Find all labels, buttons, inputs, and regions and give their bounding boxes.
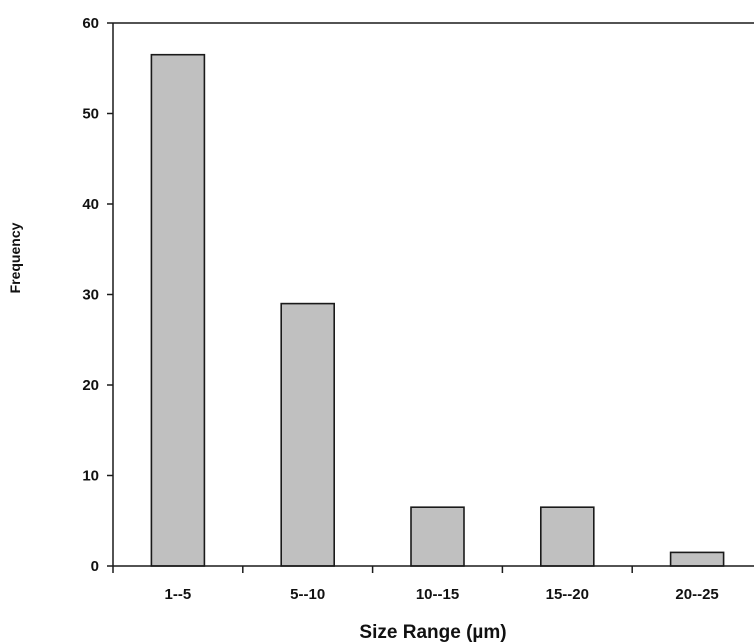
bar-5--10 bbox=[280, 302, 336, 567]
x-tick-label-20--25: 20--25 bbox=[675, 586, 718, 603]
x-tick-label-15--20: 15--20 bbox=[546, 586, 589, 603]
bar-1--5 bbox=[150, 53, 206, 567]
bar-20--25 bbox=[669, 551, 725, 567]
y-tick-label-20: 20 bbox=[82, 377, 99, 394]
y-tick-label-30: 30 bbox=[82, 287, 99, 304]
x-tick-label-10--15: 10--15 bbox=[416, 586, 459, 603]
y-tick-label-0: 0 bbox=[91, 558, 99, 575]
x-tick-label-1--5: 1--5 bbox=[165, 586, 192, 603]
x-tick-label-5--10: 5--10 bbox=[290, 586, 325, 603]
y-tick-label-50: 50 bbox=[82, 106, 99, 123]
y-tick-label-40: 40 bbox=[82, 196, 99, 213]
y-tick-label-60: 60 bbox=[82, 15, 99, 32]
y-axis-title: Frequency bbox=[7, 222, 23, 293]
x-axis-title: Size Range (µm) bbox=[359, 622, 506, 643]
bar-10--15 bbox=[410, 506, 465, 567]
y-tick-label-10: 10 bbox=[82, 468, 99, 485]
plot-area: 0 10 20 30 40 50 60 1--5 5--10 10--15 15--20 20--25 bbox=[82, 15, 754, 603]
bar-15--20 bbox=[539, 506, 595, 567]
